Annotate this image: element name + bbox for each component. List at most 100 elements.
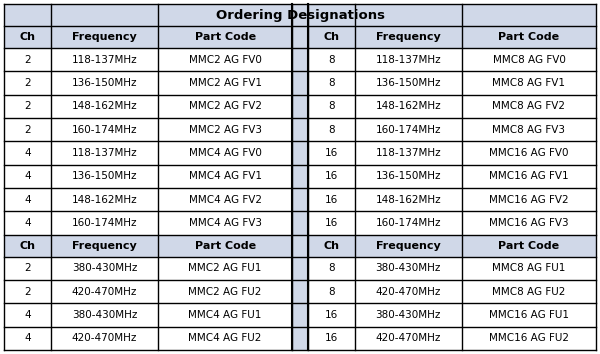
Bar: [308, 327, 355, 350]
Bar: [158, 257, 292, 280]
Bar: [308, 280, 355, 303]
Text: 2: 2: [24, 263, 31, 273]
Text: 148-162MHz: 148-162MHz: [71, 101, 137, 112]
Text: 160-174MHz: 160-174MHz: [376, 218, 441, 228]
Bar: [51, 26, 158, 48]
Bar: [51, 141, 158, 165]
Bar: [158, 72, 292, 95]
Text: Ch: Ch: [19, 241, 35, 251]
Bar: [355, 141, 462, 165]
Bar: [292, 257, 308, 280]
Bar: [292, 165, 308, 188]
Bar: [355, 48, 462, 72]
Text: MMC4 AG FV2: MMC4 AG FV2: [188, 195, 262, 205]
Text: 8: 8: [328, 55, 335, 65]
Bar: [51, 280, 158, 303]
Bar: [158, 26, 292, 48]
Bar: [4, 141, 51, 165]
Bar: [51, 48, 158, 72]
Bar: [158, 327, 292, 350]
Bar: [462, 280, 596, 303]
Text: 420-470MHz: 420-470MHz: [72, 333, 137, 343]
Bar: [158, 188, 292, 211]
Text: Part Code: Part Code: [194, 32, 256, 42]
Text: Ch: Ch: [323, 241, 339, 251]
Text: MMC2 AG FV2: MMC2 AG FV2: [188, 101, 262, 112]
Text: 8: 8: [328, 287, 335, 297]
Bar: [355, 211, 462, 235]
Text: MMC8 AG FV1: MMC8 AG FV1: [493, 78, 565, 88]
Text: MMC4 AG FV1: MMC4 AG FV1: [188, 171, 262, 181]
Text: Ch: Ch: [19, 32, 35, 42]
Bar: [292, 48, 308, 72]
Bar: [4, 95, 51, 118]
Text: 2: 2: [24, 55, 31, 65]
Text: 16: 16: [325, 333, 338, 343]
Text: MMC2 AG FV1: MMC2 AG FV1: [188, 78, 262, 88]
Text: MMC16 AG FU1: MMC16 AG FU1: [489, 310, 569, 320]
Bar: [292, 118, 308, 141]
Bar: [308, 235, 355, 257]
Bar: [158, 141, 292, 165]
Bar: [158, 118, 292, 141]
Text: 148-162MHz: 148-162MHz: [71, 195, 137, 205]
Bar: [462, 188, 596, 211]
Bar: [292, 72, 308, 95]
Bar: [308, 95, 355, 118]
Text: 118-137MHz: 118-137MHz: [71, 148, 137, 158]
Bar: [4, 165, 51, 188]
Bar: [462, 95, 596, 118]
Text: 4: 4: [24, 195, 31, 205]
Text: 136-150MHz: 136-150MHz: [71, 78, 137, 88]
Text: MMC8 AG FU1: MMC8 AG FU1: [492, 263, 566, 273]
Text: MMC8 AG FV0: MMC8 AG FV0: [493, 55, 565, 65]
Bar: [4, 303, 51, 327]
Bar: [51, 235, 158, 257]
Text: 136-150MHz: 136-150MHz: [71, 171, 137, 181]
Text: MMC2 AG FU2: MMC2 AG FU2: [188, 287, 262, 297]
Bar: [355, 188, 462, 211]
Text: 380-430MHz: 380-430MHz: [376, 310, 441, 320]
Bar: [308, 72, 355, 95]
Bar: [308, 118, 355, 141]
Bar: [355, 72, 462, 95]
Text: Ordering Designations: Ordering Designations: [215, 8, 385, 22]
Text: 16: 16: [325, 148, 338, 158]
Text: MMC16 AG FU2: MMC16 AG FU2: [489, 333, 569, 343]
Text: MMC4 AG FU1: MMC4 AG FU1: [188, 310, 262, 320]
Bar: [462, 257, 596, 280]
Bar: [51, 72, 158, 95]
Bar: [158, 165, 292, 188]
Bar: [158, 303, 292, 327]
Text: 4: 4: [24, 148, 31, 158]
Bar: [4, 26, 51, 48]
Bar: [51, 211, 158, 235]
Bar: [308, 303, 355, 327]
Text: 8: 8: [328, 125, 335, 135]
Bar: [462, 48, 596, 72]
Bar: [4, 72, 51, 95]
Bar: [355, 165, 462, 188]
Bar: [462, 303, 596, 327]
Text: 420-470MHz: 420-470MHz: [376, 333, 441, 343]
Bar: [51, 327, 158, 350]
Text: MMC16 AG FV1: MMC16 AG FV1: [489, 171, 569, 181]
Text: MMC16 AG FV3: MMC16 AG FV3: [489, 218, 569, 228]
Bar: [4, 280, 51, 303]
Bar: [308, 26, 355, 48]
Bar: [292, 303, 308, 327]
Text: 380-430MHz: 380-430MHz: [72, 263, 137, 273]
Bar: [308, 165, 355, 188]
Text: Part Code: Part Code: [499, 241, 560, 251]
Bar: [51, 165, 158, 188]
Bar: [308, 257, 355, 280]
Bar: [4, 211, 51, 235]
Bar: [355, 257, 462, 280]
Bar: [4, 4, 596, 26]
Bar: [292, 327, 308, 350]
Bar: [4, 48, 51, 72]
Text: 118-137MHz: 118-137MHz: [71, 55, 137, 65]
Text: 2: 2: [24, 287, 31, 297]
Bar: [4, 257, 51, 280]
Bar: [355, 95, 462, 118]
